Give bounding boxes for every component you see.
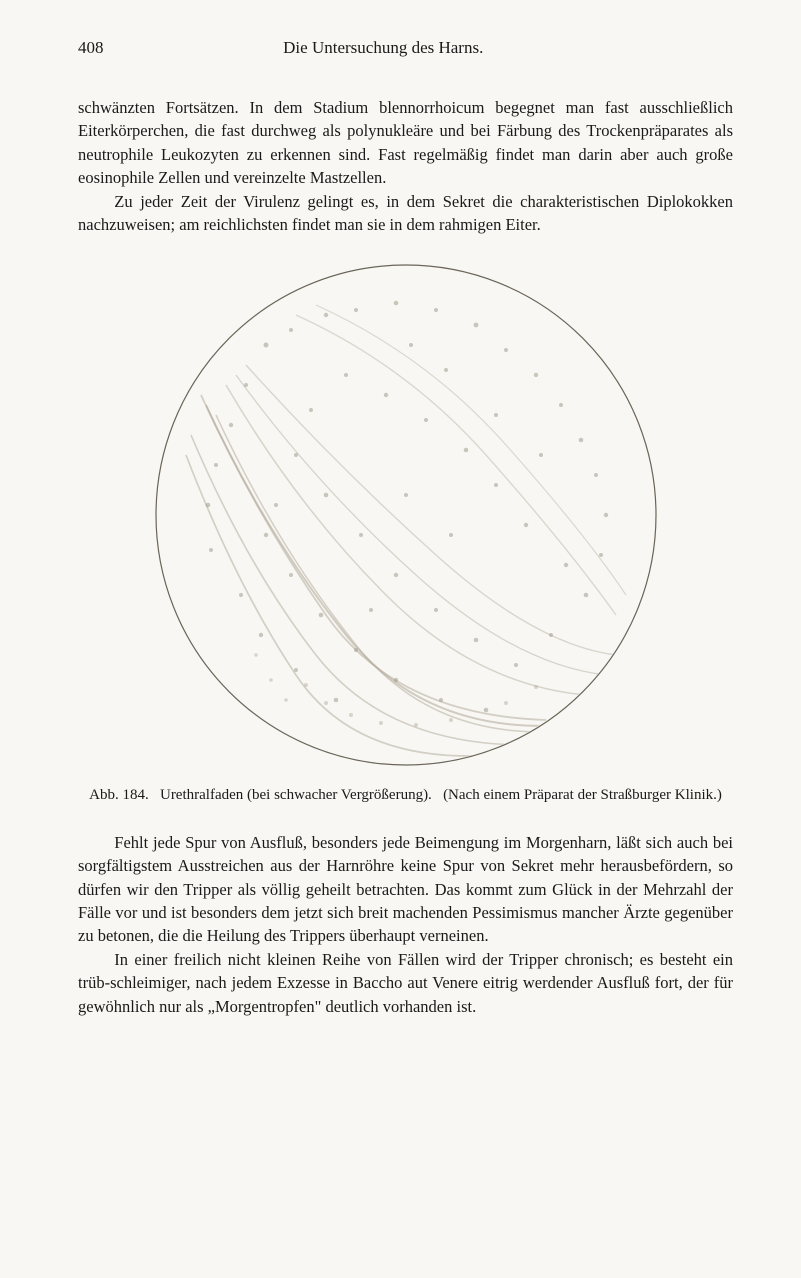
figure-illustration [146, 255, 666, 775]
paragraph-4: In einer freilich nicht kleinen Reihe vo… [78, 948, 733, 1018]
figure-label: Abb. 184. [89, 787, 149, 803]
figure-caption: Abb. 184. Urethralfaden (bei schwacher V… [78, 785, 733, 805]
figure-caption-note: (Nach einem Präparat der Straßburger Kli… [443, 787, 722, 803]
running-title: Die Untersuchung des Harns. [64, 38, 704, 58]
figure-container: Abb. 184. Urethralfaden (bei schwacher V… [78, 255, 733, 805]
paragraph-3: Fehlt jede Spur von Ausfluß, besonders j… [78, 831, 733, 948]
paragraph-2: Zu jeder Zeit der Virulenz gelingt es, i… [78, 190, 733, 237]
paragraph-1: schwänzten Fortsätzen. In dem Stadium bl… [78, 96, 733, 190]
figure-caption-main: Urethralfaden (bei schwacher Vergrößerun… [160, 787, 432, 803]
page-header: 408 Die Untersuchung des Harns. [78, 38, 733, 58]
